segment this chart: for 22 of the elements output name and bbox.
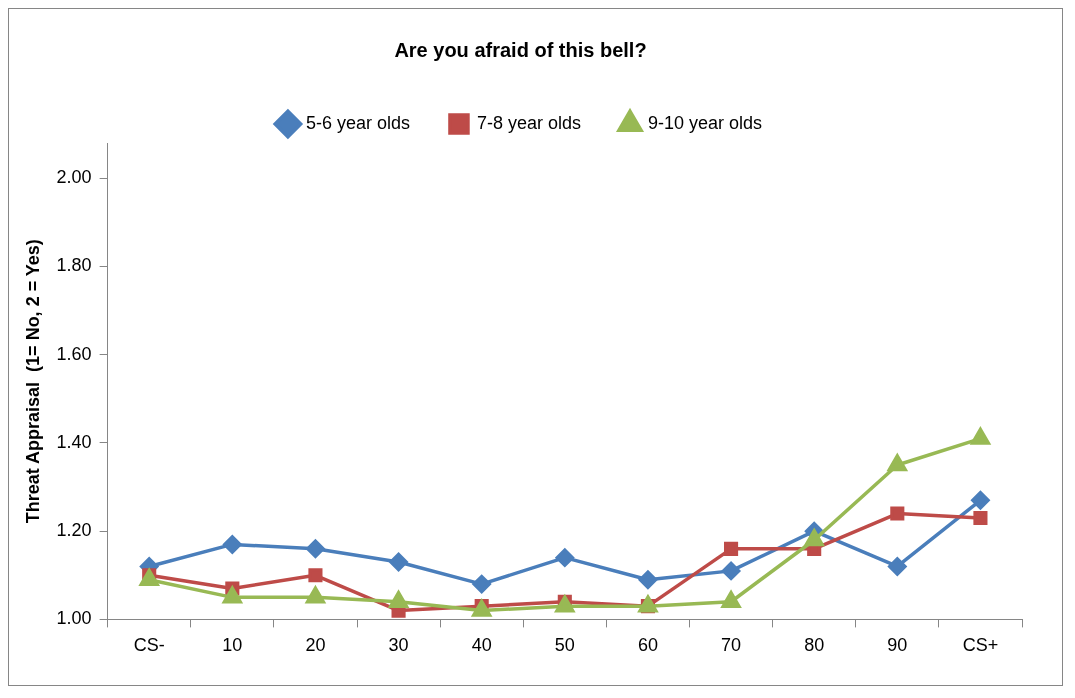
- x-tick-label: CS-: [133, 635, 165, 656]
- x-tick-label: 40: [471, 635, 492, 656]
- x-tick-label: 60: [637, 635, 658, 656]
- x-tick-label: 20: [305, 635, 326, 656]
- y-tick-label: 1.00: [56, 608, 92, 629]
- y-tick-label: 1.40: [56, 431, 92, 452]
- x-tick-label: 10: [222, 635, 243, 656]
- y-tick-label: 2.00: [56, 167, 92, 188]
- x-tick-label: 50: [554, 635, 575, 656]
- x-tick-label: 70: [721, 635, 742, 656]
- y-tick-label: 1.20: [56, 520, 92, 541]
- x-tick-label: 80: [804, 635, 825, 656]
- x-tick-label: 30: [388, 635, 409, 656]
- chart-title: Are you afraid of this bell?: [394, 38, 647, 61]
- x-tick-label: 90: [887, 635, 908, 656]
- legend-label: 7-8 year olds: [476, 112, 582, 133]
- legend-label: 9-10 year olds: [648, 112, 763, 133]
- y-tick-label: 1.80: [56, 255, 92, 276]
- y-axis-title: Threat Appraisal (1= No, 2 = Yes): [22, 239, 43, 524]
- x-tick-label: CS+: [962, 635, 999, 656]
- y-tick-label: 1.60: [56, 343, 92, 364]
- legend-label: 5-6 year olds: [305, 112, 410, 133]
